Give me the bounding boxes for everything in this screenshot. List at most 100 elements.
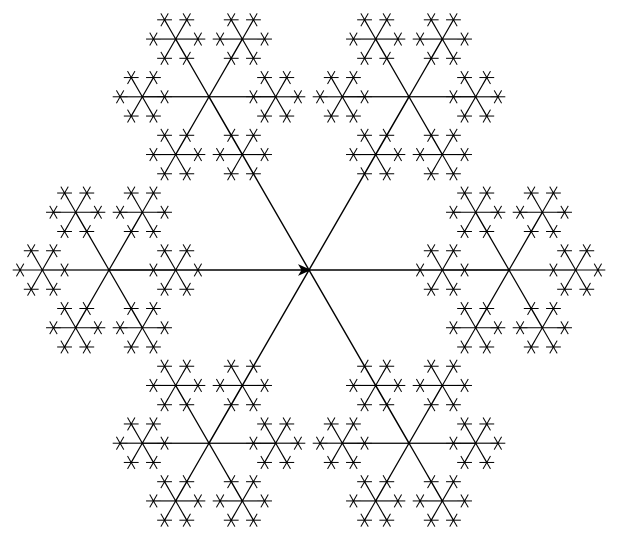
fractal-branch-level-3: [586, 282, 591, 290]
fractal-branch-level-3: [53, 250, 58, 258]
fractal-branch-level-3: [464, 154, 469, 162]
fractal-branch-level-3: [164, 167, 169, 175]
fractal-branch-level-3: [453, 442, 458, 450]
fractal-branch-level-3: [464, 186, 469, 194]
fractal-branch-level-3: [382, 398, 388, 405]
fractal-branch-level-3: [260, 147, 265, 155]
fractal-branch-level-3: [360, 481, 365, 489]
fractal-branch-level-3: [230, 404, 236, 412]
fractal-branch-level-3: [64, 231, 69, 239]
fractal-branch-level-3: [160, 359, 165, 367]
fractal-branch-level-3: [560, 321, 565, 328]
fractal-branch-level-3: [164, 359, 169, 367]
fractal-branch-level-3: [427, 475, 432, 482]
fractal-branch-level-3: [386, 513, 391, 521]
fractal-branch-level-3: [349, 115, 354, 123]
fractal-branch-level-3: [160, 481, 165, 489]
fractal-branch-level-3: [330, 417, 336, 425]
fractal-branch-level-3: [460, 231, 465, 239]
fractal-branch-level-3: [464, 32, 469, 40]
fractal-branch-level-3: [386, 365, 391, 373]
fractal-branch-level-3: [549, 224, 554, 232]
fractal-branch-level-3: [449, 519, 454, 527]
fractal-branch-level-3: [327, 109, 332, 117]
fractal-branch-level-3: [253, 90, 258, 98]
fractal-branch-level-3: [215, 494, 221, 502]
fractal-branch-level-3: [230, 481, 236, 489]
fractal-branch-level-3: [427, 244, 432, 251]
fractal-branch-level-3: [464, 494, 469, 502]
fractal-branch-level-3: [386, 19, 391, 27]
fractal-branch-level-3: [486, 115, 491, 123]
fractal-branch-level-3: [353, 115, 358, 123]
fractal-branch-level-3: [164, 250, 169, 258]
fractal-branch-level-3: [282, 417, 288, 425]
fractal-branch-level-3: [127, 455, 132, 463]
fractal-branch-level-3: [193, 500, 199, 508]
fractal-branch-level-3: [493, 212, 499, 219]
fractal-branch-level-3: [249, 19, 254, 27]
fractal-branch-level-3: [260, 494, 265, 502]
fractal-branch-level-3: [186, 475, 191, 482]
fractal-branch-level-3: [193, 147, 199, 155]
fractal-branch-level-3: [553, 269, 558, 277]
fractal-branch-level-3: [360, 51, 365, 59]
fractal-branch-level-3: [430, 58, 436, 65]
fractal-branch-level-3: [353, 494, 358, 502]
fractal-branch-level-3: [253, 96, 258, 104]
fractal-branch-level-3: [186, 289, 191, 296]
fractal-branch-level-3: [560, 244, 565, 252]
fractal-branch-level-3: [82, 192, 88, 200]
fractal-branch-level-3: [153, 38, 158, 46]
fractal-branch-level-3: [164, 244, 169, 251]
fractal-branch-level-3: [449, 205, 454, 213]
fractal-branch-level-3: [597, 263, 603, 271]
fractal-branch-level-3: [349, 109, 354, 117]
fractal-branch-level-3: [149, 38, 154, 46]
fractal-branch-level-3: [349, 500, 354, 508]
fractal-branch-level-3: [149, 301, 154, 309]
fractal-branch-level-3: [130, 115, 136, 123]
fractal-branch-level-3: [382, 19, 388, 27]
fractal-branch-level-3: [264, 109, 269, 117]
fractal-branch-level-3: [160, 205, 165, 213]
fractal-branch-level-3: [386, 135, 391, 142]
fractal-branch-level-3: [260, 500, 265, 508]
fractal-branch-level-3: [319, 436, 325, 444]
fractal-branch-level-3: [186, 404, 191, 412]
fractal-branch-level-3: [493, 96, 499, 104]
fractal-branch-level-3: [249, 481, 254, 489]
fractal-branch-level-3: [319, 90, 325, 98]
fractal-branch-level-3: [164, 51, 169, 59]
fractal-branch-level-3: [264, 500, 269, 508]
fractal-branch-level-3: [253, 519, 258, 527]
fractal-branch-level-3: [360, 365, 365, 373]
fractal-branch-level-3: [160, 288, 165, 296]
fractal-branch-level-3: [219, 147, 225, 155]
fractal-branch-level-3: [130, 109, 136, 117]
fractal-branch-level-3: [586, 289, 591, 296]
fractal-branch-level-3: [449, 475, 454, 482]
fractal-branch-level-3: [149, 494, 154, 502]
fractal-branch-level-3: [260, 462, 265, 470]
fractal-branch-level-3: [153, 32, 158, 40]
fractal-branch-level-3: [186, 519, 191, 527]
fractal-branch-level-3: [249, 365, 254, 373]
fractal-branch-level-3: [230, 13, 236, 21]
fractal-branch-level-3: [553, 224, 558, 232]
fractal-branch-level-3: [419, 147, 425, 155]
fractal-branch-level-3: [186, 365, 191, 373]
fractal-branch-level-3: [127, 186, 132, 194]
fractal-branch-level-3: [460, 423, 465, 431]
fractal-branch-level-3: [264, 38, 269, 46]
fractal-branch-level-3: [49, 250, 54, 258]
fractal-branch-level-3: [160, 13, 165, 21]
fractal-branch-level-3: [364, 519, 369, 527]
fractal-branch-level-3: [164, 13, 169, 21]
fractal-branch-level-3: [119, 205, 125, 213]
fractal-branch-level-3: [360, 58, 365, 65]
fractal-branch-level-3: [393, 32, 399, 40]
fractal-branch-level-3: [27, 250, 32, 258]
fractal-branch-level-3: [349, 423, 354, 431]
fractal-branch-level-3: [186, 282, 191, 290]
